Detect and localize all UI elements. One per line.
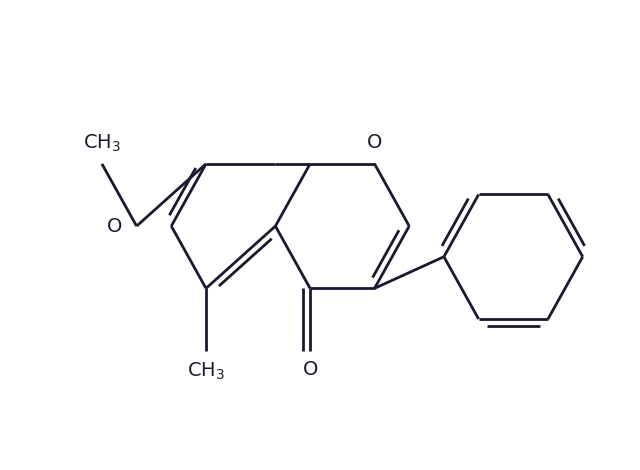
Text: CH$_3$: CH$_3$ — [187, 360, 225, 382]
Text: CH$_3$: CH$_3$ — [83, 133, 121, 154]
Text: O: O — [367, 133, 382, 152]
Text: O: O — [302, 360, 318, 379]
Text: O: O — [108, 217, 123, 235]
